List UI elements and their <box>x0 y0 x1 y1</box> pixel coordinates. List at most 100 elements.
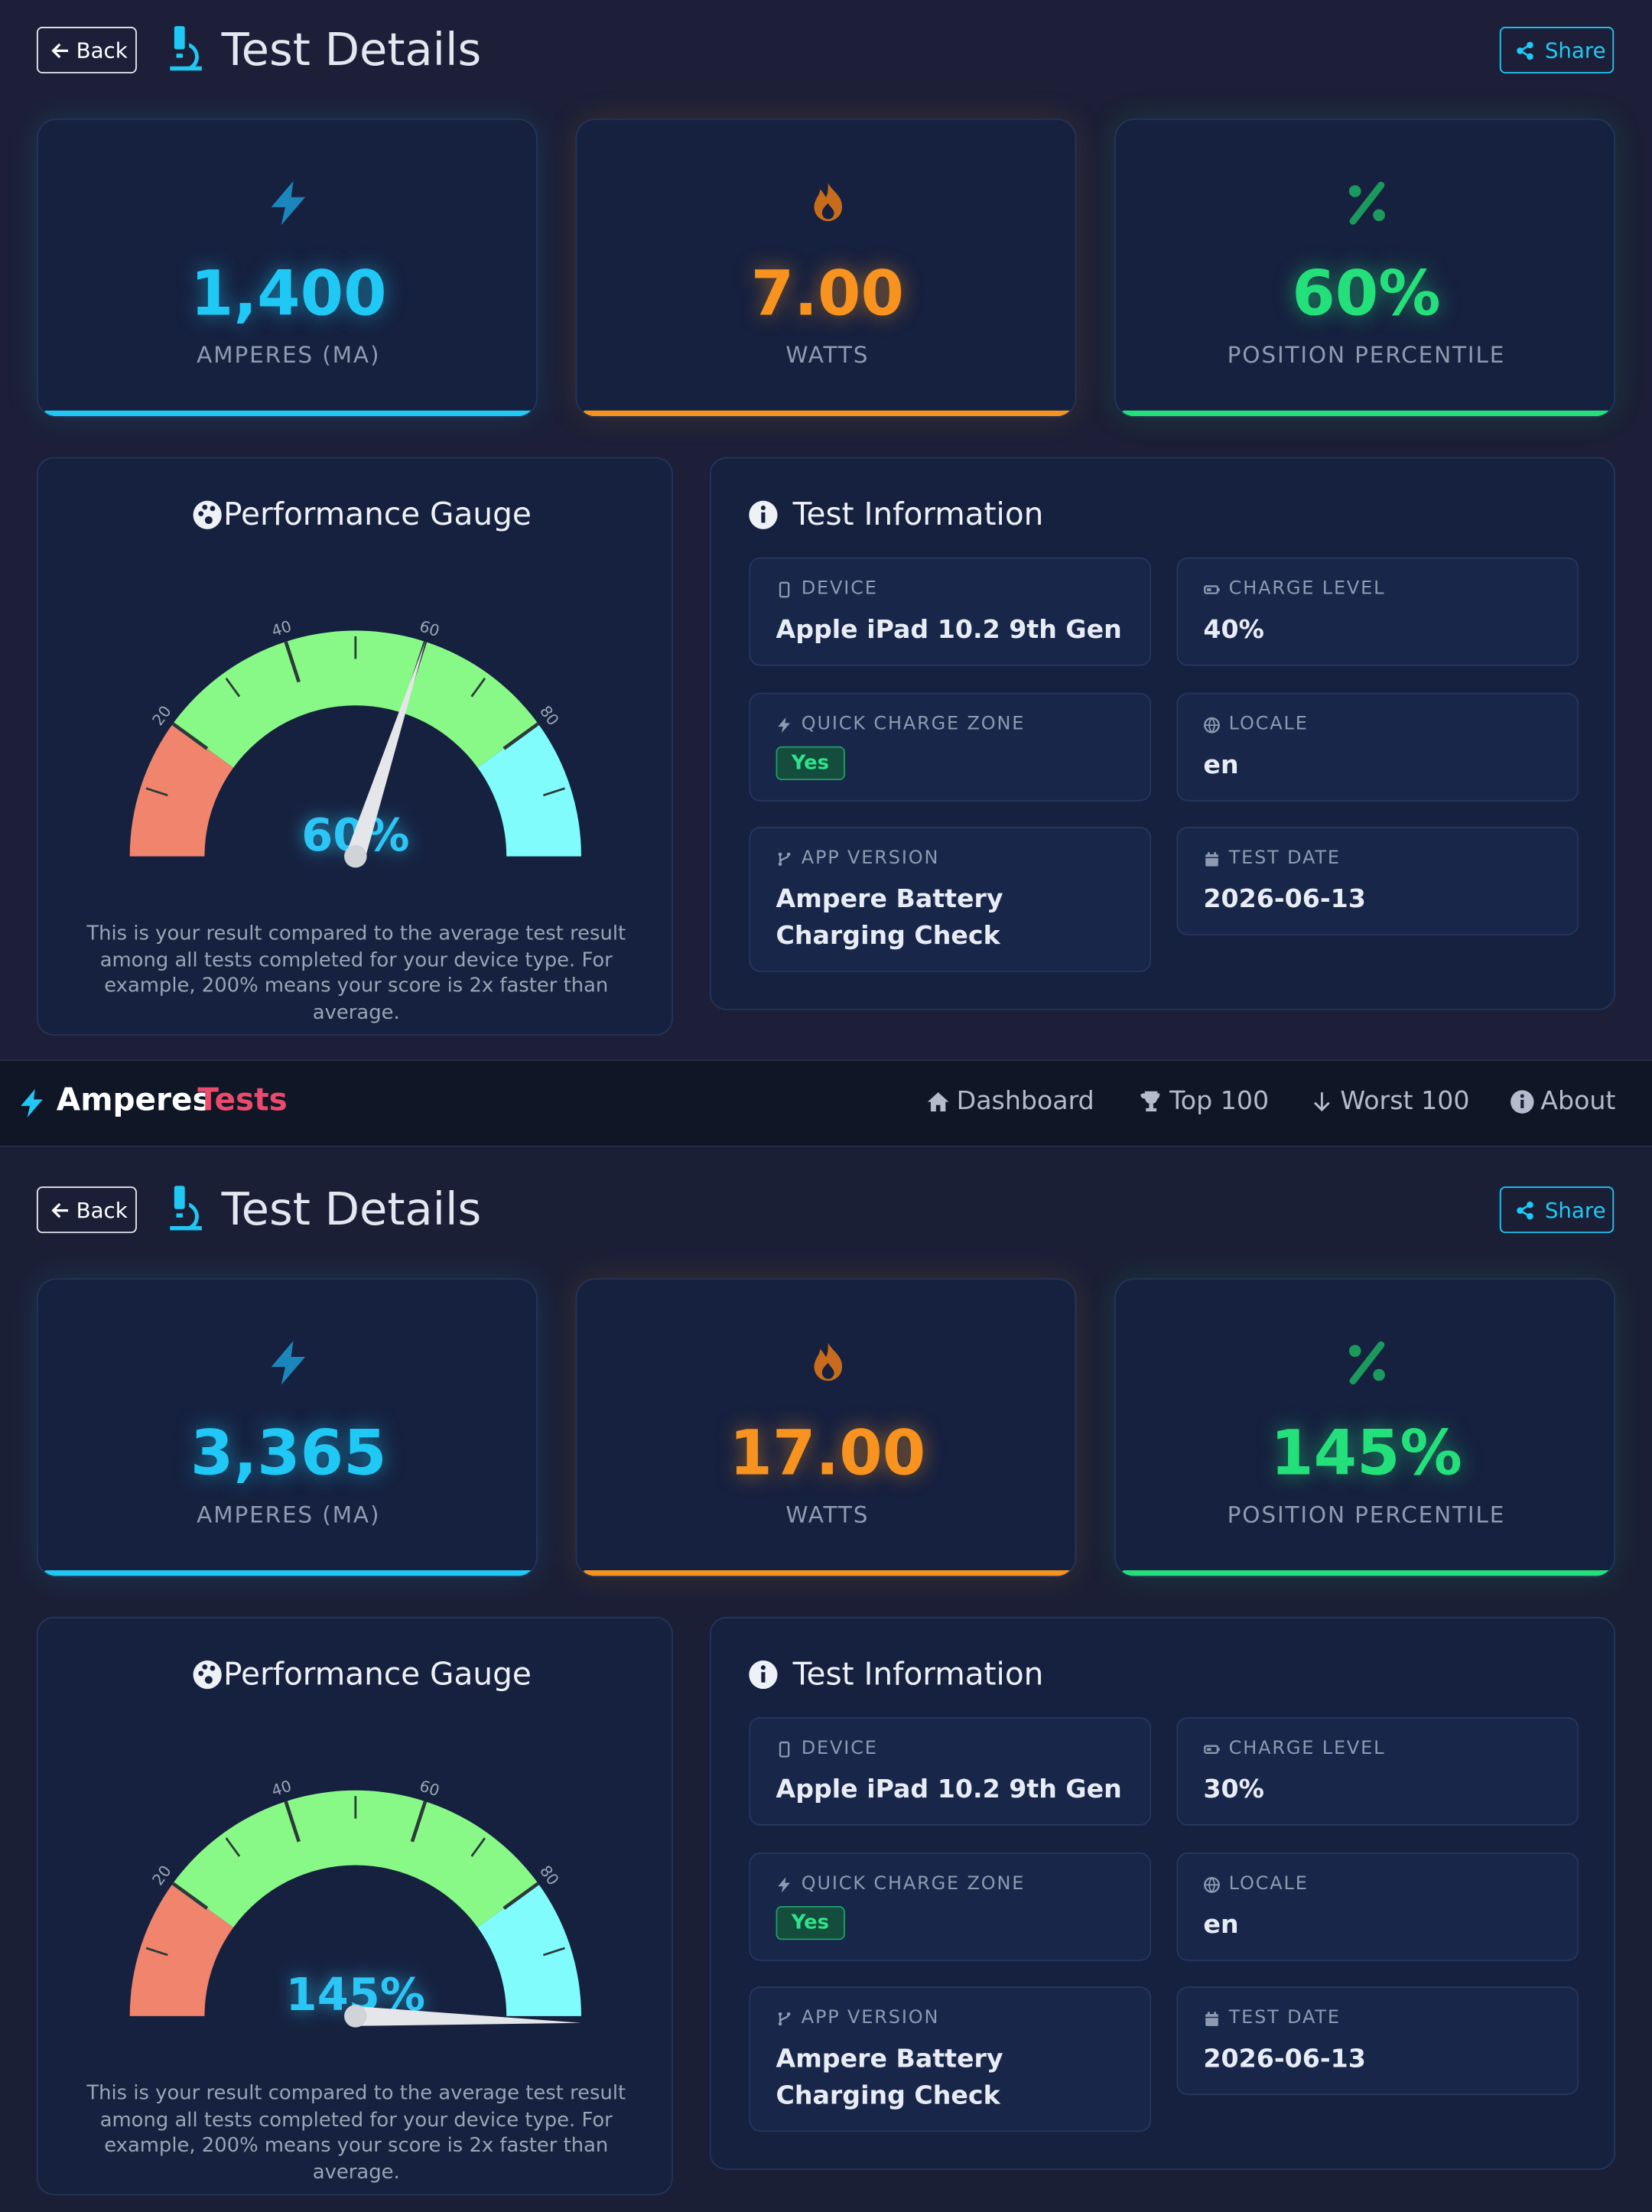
badge: Yes <box>776 1906 845 1940</box>
stat-card: 1,400 AMPERES (MA) <box>36 118 538 418</box>
share-button[interactable]: Share <box>1499 27 1615 73</box>
gauge-card: Performance Gauge 20 40 60 80 145% This is you… <box>36 1616 673 2196</box>
gauge-minor-tick <box>543 787 565 797</box>
page-title: Test Details <box>221 1182 482 1236</box>
stat-card: 145% POSITION PERCENTILE <box>1114 1278 1616 1578</box>
share-button[interactable]: Share <box>1499 1186 1615 1234</box>
stat-value: 60% <box>1292 258 1441 330</box>
nav-icon <box>927 1092 949 1112</box>
nav-link[interactable]: About <box>1510 1086 1615 1123</box>
info-title: Test Information <box>792 1657 1044 1693</box>
info-item: DEVICE Apple iPad 10.2 9th Gen <box>749 1716 1152 1826</box>
gauge-band <box>477 1883 581 2016</box>
gauge-tick-label: 80 <box>536 1862 563 1888</box>
title-icon <box>170 1186 202 1231</box>
info-label: TEST DATE <box>1228 847 1341 870</box>
stat-bar <box>1121 1570 1611 1576</box>
info-item-icon <box>779 1741 790 1758</box>
needle-hub <box>344 844 367 868</box>
gauge-icon <box>193 500 222 529</box>
info-item-icon <box>779 581 790 598</box>
info-card: Test Information DEVICE Apple iPad 10.2 9t… <box>709 1616 1616 2170</box>
stat-value: 145% <box>1270 1417 1462 1490</box>
gauge-tick-label: 60 <box>418 616 442 640</box>
info-value: en <box>1203 1910 1239 1940</box>
gauge-tick <box>502 722 539 750</box>
info-icon <box>749 500 778 529</box>
info-item: QUICK CHARGE ZONE Yes <box>749 692 1152 802</box>
info-item: LOCALE en <box>1176 1852 1579 1961</box>
brand-icon <box>21 1088 43 1118</box>
info-label: QUICK CHARGE ZONE <box>801 1873 1026 1895</box>
nav-link[interactable]: Top 100 <box>1139 1086 1269 1123</box>
stat-bar <box>582 1570 1072 1576</box>
stat-bar <box>582 410 1072 417</box>
stat-icon <box>271 1341 306 1385</box>
gauge-band <box>173 1790 538 1927</box>
nav-icon <box>1511 1090 1534 1114</box>
gauge-tick-label: 80 <box>536 702 563 729</box>
badge: Yes <box>776 746 845 781</box>
info-item-icon <box>778 852 791 867</box>
stat-icon <box>814 183 843 222</box>
gauge-tick <box>284 1801 301 1843</box>
info-label: APP VERSION <box>801 847 940 870</box>
info-value: 40% <box>1203 615 1264 645</box>
stat-card: 17.00 WATTS <box>575 1278 1077 1578</box>
gauge-tick <box>171 1882 209 1910</box>
gauge-tick-label: 20 <box>148 702 175 729</box>
gauge-tick <box>502 1882 539 1910</box>
gauge-minor-tick <box>145 1947 168 1957</box>
info-value: 2026-06-13 <box>1203 2044 1366 2074</box>
stat-icon <box>1348 1341 1385 1384</box>
gauge-band <box>129 724 234 857</box>
back-button[interactable]: Back <box>36 1186 137 1234</box>
stat-label: POSITION PERCENTILE <box>1227 1501 1506 1528</box>
info-label: CHARGE LEVEL <box>1228 578 1386 600</box>
info-item: TEST DATE 2026-06-13 <box>1176 826 1579 935</box>
back-arrow <box>51 1202 69 1218</box>
info-item: QUICK CHARGE ZONE Yes <box>749 1852 1152 1961</box>
stat-card: 3,365 AMPERES (MA) <box>36 1278 538 1578</box>
info-item-icon <box>1205 2012 1218 2026</box>
gauge-minor-tick <box>145 787 168 797</box>
info-card: Test Information DEVICE Apple iPad 10.2 9t… <box>709 457 1616 1010</box>
stat-label: AMPERES (MA) <box>197 1501 381 1528</box>
stat-value: 7.00 <box>750 258 904 330</box>
info-value: 30% <box>1203 1774 1264 1805</box>
stat-bar <box>44 410 534 417</box>
brand-accent: Tests <box>197 1083 288 1119</box>
gauge-band <box>477 724 581 857</box>
share-icon <box>1517 41 1533 60</box>
nav-link[interactable]: Dashboard <box>925 1086 1094 1123</box>
stat-label: WATTS <box>785 1501 870 1528</box>
page-title: Test Details <box>221 22 482 76</box>
gauge-tick <box>171 722 209 750</box>
info-label: CHARGE LEVEL <box>1228 1738 1386 1760</box>
info-label: LOCALE <box>1228 1873 1309 1895</box>
gauge-minor-tick <box>225 678 241 698</box>
nav-icon <box>1140 1091 1160 1112</box>
back-button[interactable]: Back <box>36 27 137 73</box>
info-value: Ampere Battery Charging Check <box>776 2044 1003 2111</box>
gauge-tick <box>410 1801 428 1843</box>
stat-bar <box>44 1570 534 1576</box>
info-item: CHARGE LEVEL 30% <box>1176 1716 1579 1826</box>
stat-label: WATTS <box>785 341 870 369</box>
info-value: Apple iPad 10.2 9th Gen <box>776 1774 1122 1805</box>
info-value: 2026-06-13 <box>1203 884 1366 915</box>
stat-value: 3,365 <box>190 1417 387 1490</box>
info-item: APP VERSION Ampere Battery Charging Check <box>749 1986 1152 2132</box>
gauge-minor-tick <box>470 678 486 698</box>
gauge-band <box>173 630 538 768</box>
info-item: CHARGE LEVEL 40% <box>1176 557 1579 666</box>
nav-link[interactable]: Worst 100 <box>1309 1086 1469 1123</box>
stat-value: 1,400 <box>190 258 387 330</box>
info-label: APP VERSION <box>801 2007 940 2029</box>
navbar: Amperes Tests Dashboard Top 100 Worst 100 Abo… <box>0 1061 1652 1147</box>
stat-card: 7.00 WATTS <box>575 118 1077 418</box>
back-arrow <box>51 43 69 59</box>
